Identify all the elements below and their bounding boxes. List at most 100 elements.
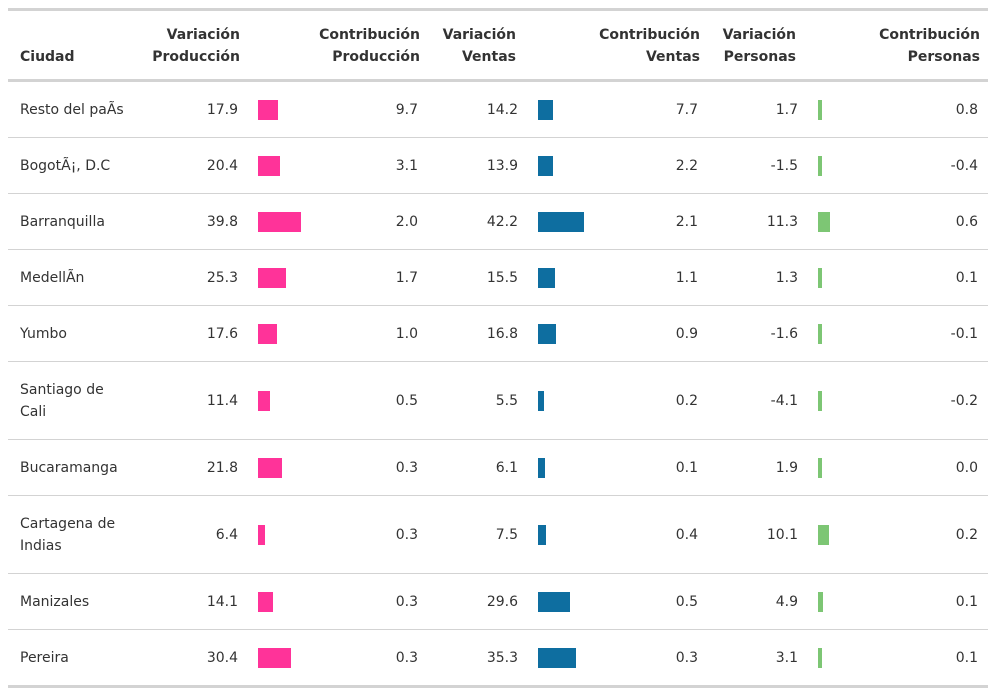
- personas-bar: [818, 458, 822, 478]
- variacion-produccion-cell: 17.9: [206, 102, 238, 118]
- variacion-ventas-cell: 6.1: [495, 460, 518, 476]
- produccion-bar: [258, 268, 286, 288]
- city-cell: MedellÃn: [20, 270, 85, 286]
- table-row: Yumbo 17.6 1.0 16.8 0.9 -1.6 -0.1: [8, 306, 988, 362]
- contribucion-produccion-cell: 3.1: [395, 158, 418, 174]
- contribucion-ventas-cell: 0.3: [675, 650, 698, 666]
- contribucion-personas-cell: 0.6: [955, 214, 978, 230]
- contribucion-personas-cell: 0.1: [955, 650, 978, 666]
- contribucion-personas-cell: 0.1: [955, 270, 978, 286]
- city-cell: Cartagena de Indias: [20, 516, 116, 554]
- variacion-ventas-cell: 35.3: [486, 650, 518, 666]
- table-row: Bucaramanga 21.8 0.3 6.1 0.1 1.9 0.0: [8, 440, 988, 496]
- ventas-bar: [538, 212, 584, 232]
- variacion-personas-cell: 1.9: [775, 460, 798, 476]
- header-contribucion-produccion: Contribución Producción: [319, 27, 420, 65]
- header-variacion-personas: Variación Personas: [722, 27, 796, 65]
- contribucion-produccion-cell: 9.7: [395, 102, 418, 118]
- contribucion-produccion-cell: 0.3: [395, 594, 418, 610]
- city-cell: Bucaramanga: [20, 460, 118, 476]
- contribucion-ventas-cell: 0.1: [675, 460, 698, 476]
- table-row: Pereira 30.4 0.3 35.3 0.3 3.1 0.1: [8, 630, 988, 686]
- city-cell: Manizales: [20, 594, 90, 610]
- ventas-bar: [538, 391, 544, 411]
- personas-bar: [818, 156, 822, 176]
- produccion-bar: [258, 458, 282, 478]
- variacion-ventas-cell: 14.2: [486, 102, 518, 118]
- table-top-rule: [8, 8, 988, 11]
- contribucion-ventas-cell: 7.7: [675, 102, 698, 118]
- city-cell: Barranquilla: [20, 214, 105, 230]
- variacion-ventas-cell: 16.8: [486, 326, 518, 342]
- ventas-bar: [538, 100, 554, 120]
- table-row: BogotÃ¡, D.C 20.4 3.1 13.9 2.2 -1.5 -0.4: [8, 138, 988, 194]
- contribucion-personas-cell: 0.1: [955, 594, 978, 610]
- variacion-personas-cell: 3.1: [775, 650, 798, 666]
- table-bottom-rule: [8, 685, 988, 688]
- personas-bar: [818, 525, 829, 545]
- table-row: Resto del paÃs 17.9 9.7 14.2 7.7 1.7 0.8: [8, 82, 988, 138]
- variacion-ventas-cell: 7.5: [495, 527, 518, 543]
- contribucion-produccion-cell: 1.0: [395, 326, 418, 342]
- produccion-bar: [258, 648, 292, 668]
- personas-bar: [818, 268, 822, 288]
- contribucion-produccion-cell: 0.3: [395, 460, 418, 476]
- contribucion-produccion-cell: 1.7: [395, 270, 418, 286]
- city-cell: Santiago de Cali: [20, 382, 104, 420]
- variacion-personas-cell: 1.7: [775, 102, 798, 118]
- personas-bar: [818, 212, 831, 232]
- variacion-ventas-cell: 29.6: [486, 594, 518, 610]
- contribucion-produccion-cell: 2.0: [395, 214, 418, 230]
- ventas-bar: [538, 592, 571, 612]
- table-row: Santiago de Cali 11.4 0.5 5.5 0.2 -4.1 -0.2: [8, 362, 988, 440]
- produccion-bar: [258, 100, 278, 120]
- header-variacion-produccion: Variación Producción: [152, 27, 240, 65]
- ventas-bar: [538, 324, 557, 344]
- produccion-bar: [258, 525, 265, 545]
- variacion-produccion-cell: 39.8: [206, 214, 238, 230]
- personas-bar: [818, 648, 822, 668]
- ventas-bar: [538, 156, 554, 176]
- variacion-personas-cell: 4.9: [775, 594, 798, 610]
- variacion-ventas-cell: 15.5: [486, 270, 518, 286]
- variacion-personas-cell: -4.1: [770, 393, 798, 409]
- city-cell: Resto del paÃs: [20, 102, 124, 118]
- personas-bar: [818, 391, 823, 411]
- contribucion-personas-cell: -0.1: [950, 326, 978, 342]
- contribucion-personas-cell: -0.2: [950, 393, 978, 409]
- contribucion-produccion-cell: 0.3: [395, 527, 418, 543]
- ventas-bar: [538, 458, 545, 478]
- header-variacion-ventas: Variación Ventas: [442, 27, 516, 65]
- contribucion-ventas-cell: 0.2: [675, 393, 698, 409]
- variacion-ventas-cell: 5.5: [495, 393, 518, 409]
- contribucion-ventas-cell: 0.5: [675, 594, 698, 610]
- contribucion-personas-cell: -0.4: [950, 158, 978, 174]
- variacion-produccion-cell: 11.4: [206, 393, 238, 409]
- ventas-bar: [538, 525, 547, 545]
- contribucion-personas-cell: 0.0: [955, 460, 978, 476]
- variacion-personas-cell: -1.5: [770, 158, 798, 174]
- variacion-personas-cell: 1.3: [775, 270, 798, 286]
- contribucion-ventas-cell: 2.2: [675, 158, 698, 174]
- city-cell: BogotÃ¡, D.C: [20, 158, 111, 174]
- variacion-ventas-cell: 13.9: [486, 158, 518, 174]
- ventas-bar: [538, 268, 555, 288]
- contribucion-ventas-cell: 1.1: [675, 270, 698, 286]
- variacion-personas-cell: 11.3: [766, 214, 798, 230]
- contribucion-ventas-cell: 0.4: [675, 527, 698, 543]
- city-cell: Pereira: [20, 650, 69, 666]
- table-row: Cartagena de Indias 6.4 0.3 7.5 0.4 10.1 0.2: [8, 496, 988, 574]
- table-row: MedellÃn 25.3 1.7 15.5 1.1 1.3 0.1: [8, 250, 988, 306]
- produccion-bar: [258, 156, 281, 176]
- city-cell: Yumbo: [20, 326, 67, 342]
- variacion-personas-cell: -1.6: [770, 326, 798, 342]
- personas-bar: [818, 100, 822, 120]
- header-contribucion-personas: Contribución Personas: [879, 27, 980, 65]
- header-rule: [8, 79, 988, 82]
- table-row: Barranquilla 39.8 2.0 42.2 2.1 11.3 0.6: [8, 194, 988, 250]
- contribucion-ventas-cell: 0.9: [675, 326, 698, 342]
- personas-bar: [818, 592, 824, 612]
- variacion-produccion-cell: 21.8: [206, 460, 238, 476]
- produccion-bar: [258, 592, 274, 612]
- contribucion-personas-cell: 0.2: [955, 527, 978, 543]
